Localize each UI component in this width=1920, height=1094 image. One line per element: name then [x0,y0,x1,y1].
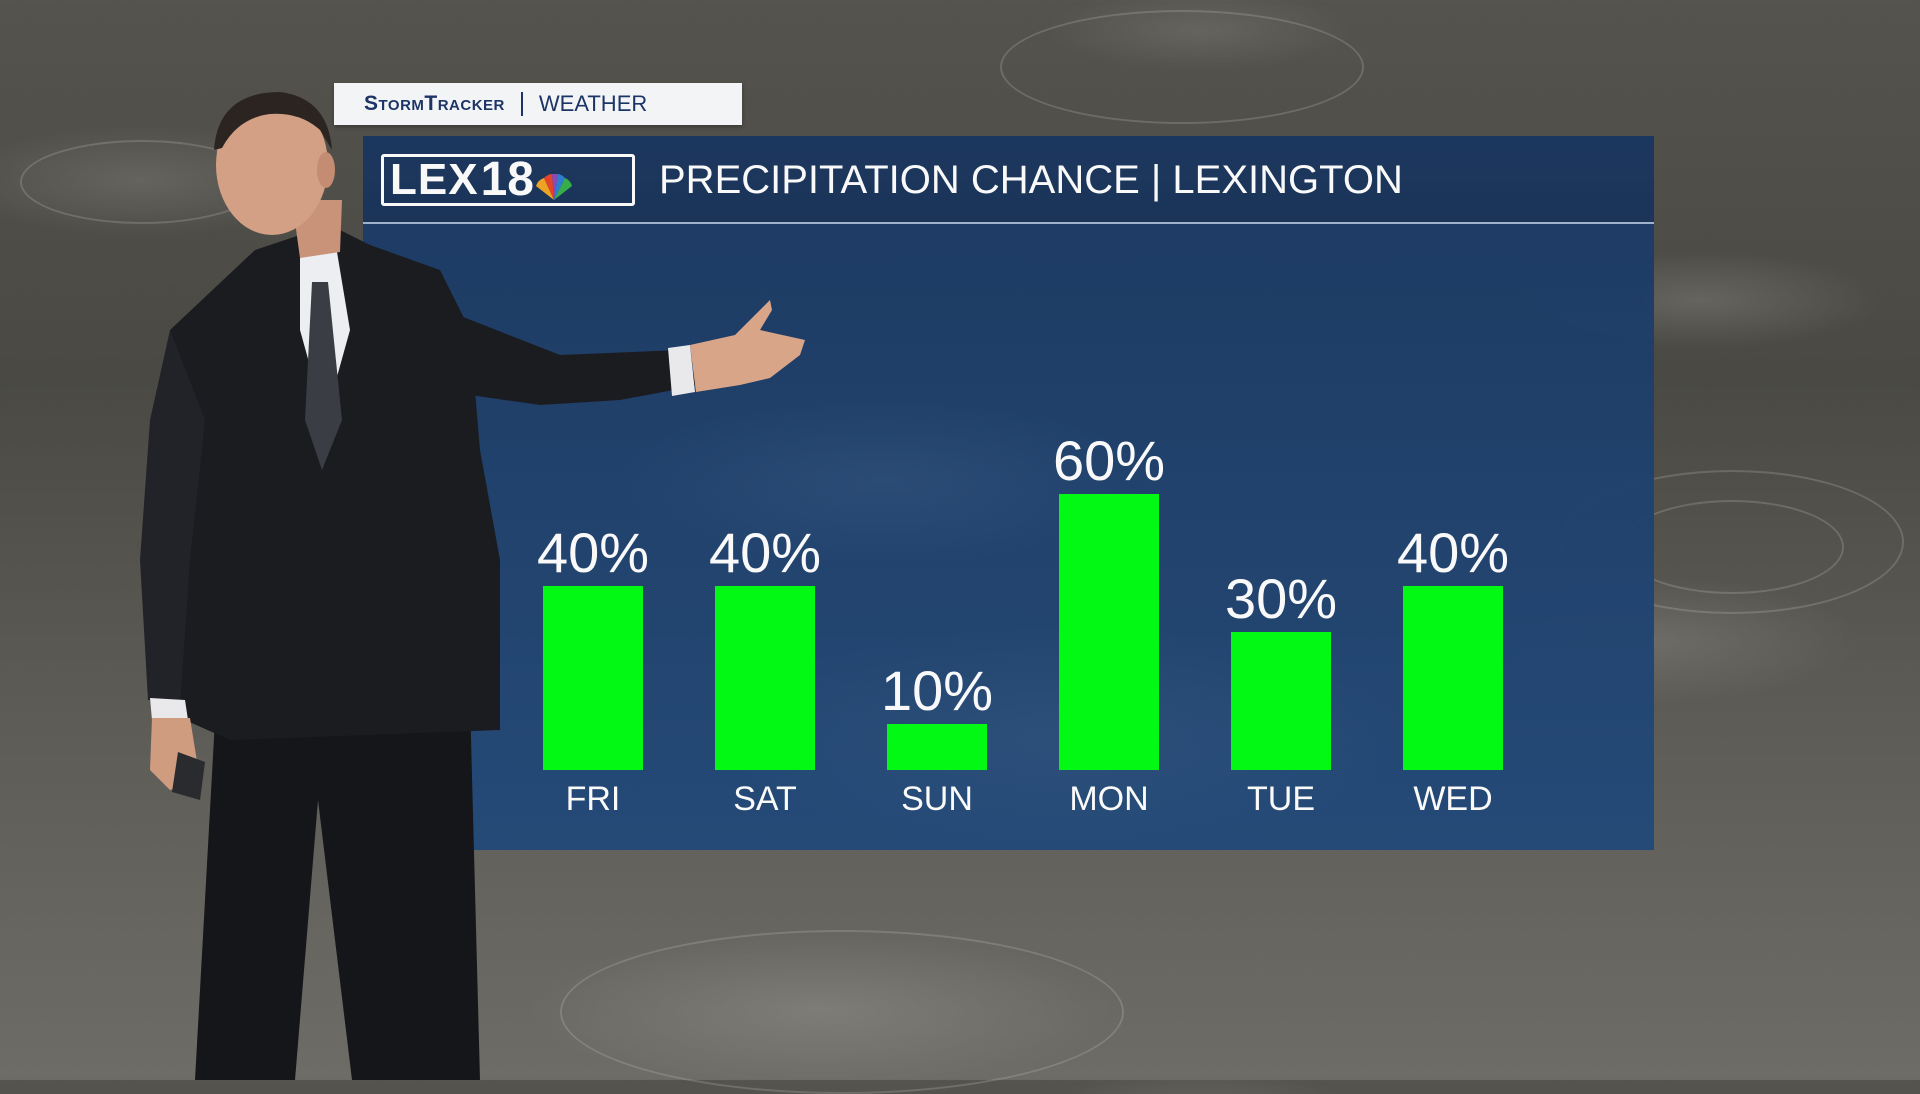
day-label-tue: TUE [1247,780,1315,818]
weather-label: WEATHER [538,91,648,116]
station-letters: LEX [390,155,479,204]
bar-mon [1059,494,1159,770]
bar-tue [1231,632,1331,770]
background-ripple [1000,10,1364,124]
day-label-wed: WED [1413,780,1492,818]
value-label-sun: 10% [881,659,993,722]
tab-divider [520,92,523,116]
day-label-sun: SUN [901,780,973,818]
day-label-mon: MON [1069,780,1148,818]
panel-title: PRECIPITATION CHANCE | LEXINGTON [659,158,1403,202]
peacock-icon [535,174,572,200]
value-label-fri: 40% [537,521,649,584]
value-label-tue: 30% [1225,567,1337,630]
panel-header: LEX 18 PRECIPITATION CHANCE | LEXINGTON [363,136,1654,224]
day-label-fri: FRI [566,780,621,818]
lex18-logo: LEX 18 [381,154,635,206]
bar-fri [543,586,643,770]
value-label-wed: 40% [1397,521,1509,584]
bar-sat [715,586,815,770]
bar-sun [887,724,987,770]
stormtracker-label: StormTracker [364,92,505,115]
value-label-sat: 40% [709,521,821,584]
value-label-mon: 60% [1053,429,1165,492]
precipitation-panel: LEX 18 PRECIPITATION CHANCE | LEXINGTON … [363,136,1654,850]
station-number: 18 [480,153,534,206]
stormtracker-weather-tab: StormTracker WEATHER [334,83,742,125]
bar-wed [1403,586,1503,770]
day-label-sat: SAT [733,780,797,818]
